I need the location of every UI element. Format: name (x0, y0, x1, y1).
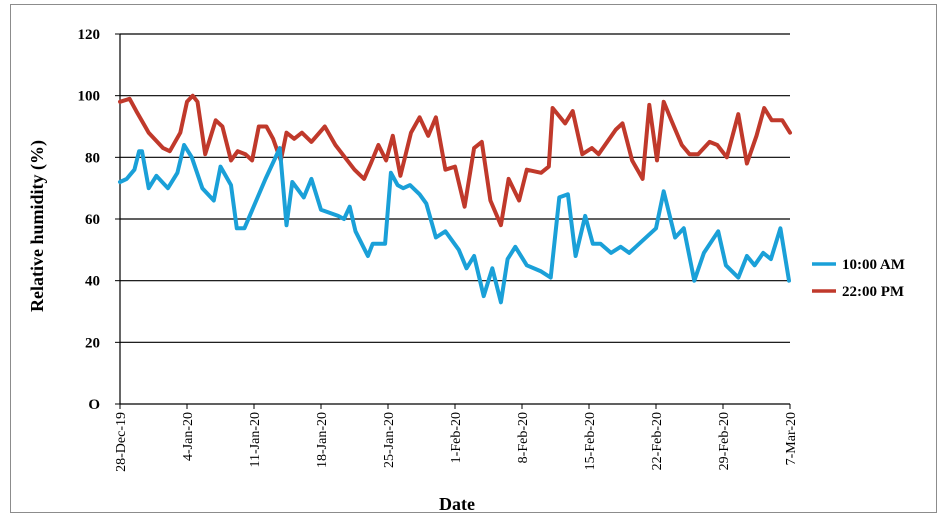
y-tick-label: 120 (78, 27, 101, 43)
x-tick-label: 29-Feb-20 (717, 412, 732, 470)
chart-frame (10, 4, 937, 513)
x-tick-label: 28-Dec-19 (114, 412, 129, 472)
gridlines (120, 33, 790, 343)
x-tick-label: 15-Feb-20 (583, 412, 598, 470)
series-line (118, 143, 791, 305)
y-tick-label: 40 (85, 274, 100, 290)
series-lines (118, 93, 792, 305)
series-line (118, 93, 792, 228)
y-tick-label: 100 (78, 89, 101, 105)
x-tick-label: 22-Feb-20 (650, 412, 665, 470)
y-tick-label: O (88, 397, 100, 413)
x-tick-label: 18-Jan-20 (315, 412, 330, 468)
x-tick-label: 11-Jan-20 (248, 412, 263, 467)
y-tick-label: 60 (85, 212, 100, 228)
legend-label: 22:00 PM (842, 284, 904, 300)
x-axis-label: Date (439, 494, 475, 514)
x-tick-label: 7-Mar-20 (784, 412, 799, 465)
axes (119, 34, 790, 405)
x-axis-ticks: 28-Dec-19 4-Jan-20 11-Jan-20 18-Jan-20 25-Ja… (114, 404, 799, 472)
legend: 10:00 AM 22:00 PM (812, 257, 905, 300)
y-tick-label: 80 (85, 150, 100, 166)
legend-label: 10:00 AM (842, 257, 905, 273)
x-tick-label: 1-Feb-20 (449, 412, 464, 463)
x-tick-label: 25-Jan-20 (382, 412, 397, 468)
y-tick-label: 20 (85, 335, 100, 351)
x-tick-label: 8-Feb-20 (516, 412, 531, 463)
x-tick-label: 4-Jan-20 (181, 412, 196, 461)
y-axis-label: Relative humidity (%) (27, 140, 48, 312)
y-axis-ticks: O 20 40 60 80 100 120 (78, 27, 120, 413)
